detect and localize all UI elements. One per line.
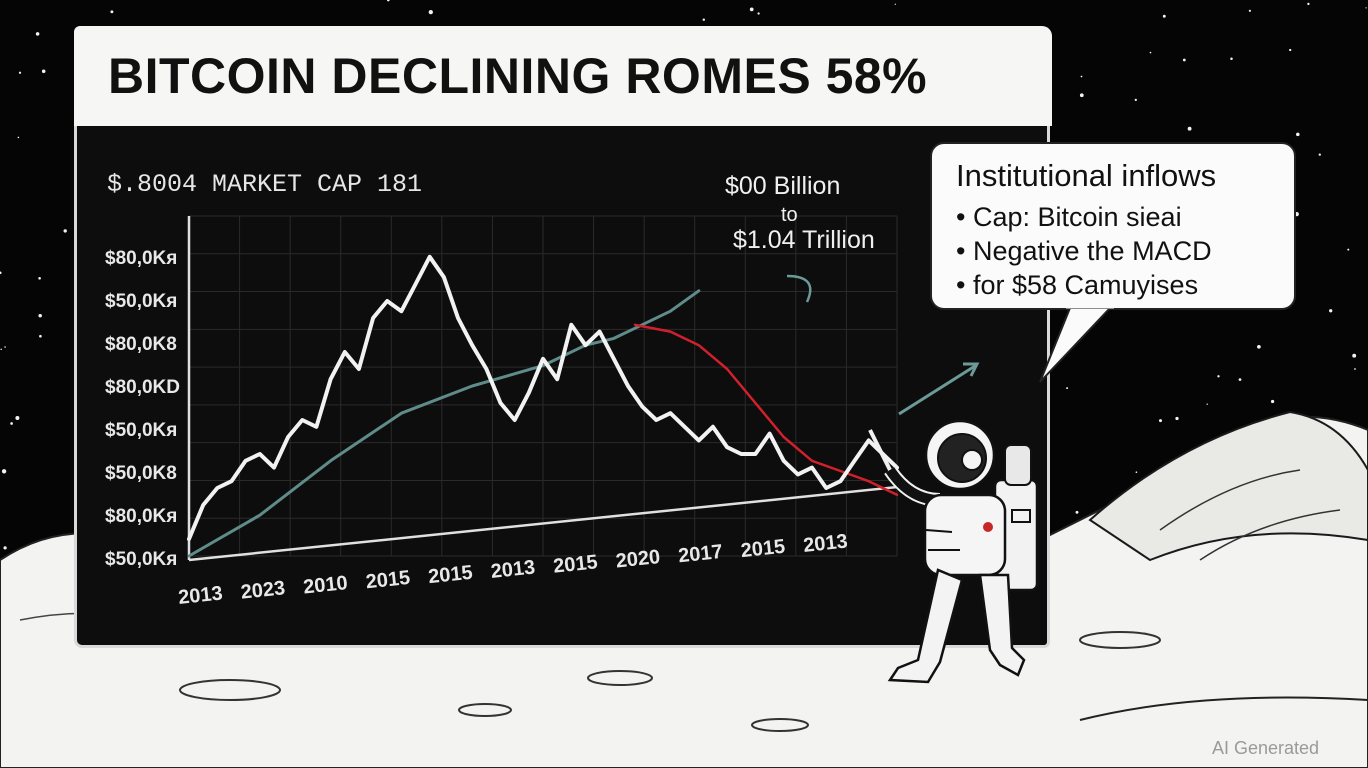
series-layer bbox=[187, 254, 899, 558]
star bbox=[18, 71, 22, 74]
series-line-trend bbox=[187, 289, 701, 558]
astronaut-icon bbox=[868, 419, 1039, 684]
callout-box: Institutional inflows Cap: Bitcoin sieai… bbox=[930, 142, 1296, 310]
star bbox=[1080, 75, 1083, 78]
y-tick-label: $50,0K8 bbox=[105, 463, 177, 484]
annotation-arrow bbox=[786, 274, 812, 303]
star bbox=[1238, 378, 1242, 381]
callout-tail bbox=[1039, 303, 1114, 383]
x-tick-label: 2020 bbox=[615, 546, 662, 573]
annotation-line1: $00 Billion bbox=[725, 172, 840, 200]
x-tick-label: 2015 bbox=[365, 567, 412, 594]
star bbox=[386, 0, 390, 2]
star bbox=[1217, 375, 1220, 378]
x-tick-label: 2015 bbox=[427, 562, 474, 589]
star bbox=[41, 69, 46, 74]
star bbox=[38, 276, 41, 280]
annotation-line3: $1.04 Trillion bbox=[733, 226, 875, 254]
x-tick-label: 2015 bbox=[740, 536, 787, 563]
star bbox=[1347, 248, 1350, 251]
x-tick-label: 2010 bbox=[302, 572, 349, 599]
rebound-arrowhead bbox=[963, 362, 980, 377]
star bbox=[1296, 132, 1300, 137]
price-chart: $.8004 MARKET CAP 181 $80,0Kя$50,0Kя$80,… bbox=[105, 170, 980, 609]
title-banner: BITCOIN DECLINING ROMES 58% bbox=[74, 26, 1052, 126]
star bbox=[1134, 98, 1137, 102]
star bbox=[1270, 399, 1275, 404]
y-tick-label: $80,0KD bbox=[105, 377, 180, 398]
star bbox=[17, 136, 20, 139]
chart-grid bbox=[187, 215, 908, 562]
star bbox=[0, 348, 2, 351]
star bbox=[1257, 344, 1261, 349]
callout-bullet: Cap: Bitcoin sieai bbox=[956, 200, 1294, 234]
y-tick-label: $80,0Kя bbox=[105, 506, 177, 527]
series-line-decline bbox=[633, 323, 899, 497]
star bbox=[1187, 126, 1192, 131]
star bbox=[894, 3, 896, 5]
x-tick-label: 2013 bbox=[802, 530, 849, 557]
star bbox=[1175, 416, 1179, 421]
annotation-line2: to bbox=[781, 204, 798, 226]
chart-panel: $.8004 MARKET CAP 181 $80,0Kя $50,0Kя $80,… bbox=[74, 126, 1050, 648]
x-tick-label: 2017 bbox=[677, 541, 724, 568]
star bbox=[10, 422, 13, 425]
star bbox=[1248, 9, 1251, 12]
y-tick-label: $50,0Kя bbox=[105, 549, 177, 570]
star bbox=[63, 229, 67, 233]
star bbox=[1307, 2, 1310, 6]
star bbox=[0, 271, 2, 275]
star bbox=[4, 346, 6, 348]
star bbox=[757, 12, 760, 15]
star bbox=[1182, 58, 1186, 62]
star bbox=[1352, 353, 1357, 358]
page-title: BITCOIN DECLINING ROMES 58% bbox=[108, 48, 928, 104]
x-axis-ticks: 2013 2023 2010 2015 2015 2013 2015 2020 2017 2015… bbox=[177, 530, 849, 609]
star bbox=[1206, 403, 1208, 405]
y-axis-ticks: $80,0Kя $50,0Kя $80,0K8 $80,0KD $50,0Kя $50,0… bbox=[105, 248, 180, 570]
x-tick-label: 2015 bbox=[552, 551, 599, 578]
star bbox=[3, 546, 7, 550]
x-tick-label: 2013 bbox=[490, 556, 537, 583]
star bbox=[1079, 93, 1084, 98]
star bbox=[1149, 51, 1152, 54]
star bbox=[1318, 153, 1321, 156]
star bbox=[1075, 510, 1079, 514]
x-tick-label: 2023 bbox=[240, 577, 287, 604]
star bbox=[428, 9, 433, 15]
callout-bullet: for $58 Camuyises bbox=[956, 268, 1294, 302]
star bbox=[1230, 57, 1233, 60]
star bbox=[15, 416, 20, 420]
y-tick-label: $50,0Kя bbox=[105, 420, 177, 441]
star bbox=[1066, 387, 1069, 390]
x-tick-label: 2013 bbox=[177, 582, 224, 609]
callout-bullet: Negative the MACD bbox=[956, 234, 1294, 268]
star bbox=[110, 10, 114, 14]
y-tick-label: $50,0Kя bbox=[105, 291, 177, 312]
series-line-price bbox=[187, 254, 899, 541]
star bbox=[1354, 368, 1356, 370]
star bbox=[35, 32, 40, 36]
star bbox=[1158, 419, 1163, 423]
star bbox=[749, 7, 754, 12]
star bbox=[1365, 7, 1367, 9]
rebound-arrow bbox=[898, 364, 976, 416]
callout-list: Cap: Bitcoin sieai Negative the MACD for… bbox=[956, 200, 1294, 302]
star bbox=[1, 469, 7, 474]
watermark: AI Generated bbox=[1212, 738, 1320, 758]
star bbox=[38, 313, 42, 318]
star bbox=[39, 334, 42, 338]
star bbox=[702, 18, 706, 21]
star bbox=[1289, 48, 1292, 52]
y-tick-label: $80,0K8 bbox=[105, 334, 177, 355]
star bbox=[1135, 471, 1138, 474]
callout-heading: Institutional inflows bbox=[956, 158, 1217, 193]
chart-title: $.8004 MARKET CAP 181 bbox=[107, 170, 422, 199]
star bbox=[1329, 309, 1333, 313]
x-axis-line bbox=[188, 484, 908, 562]
star bbox=[1162, 14, 1166, 18]
y-tick-label: $80,0Kя bbox=[105, 248, 177, 269]
